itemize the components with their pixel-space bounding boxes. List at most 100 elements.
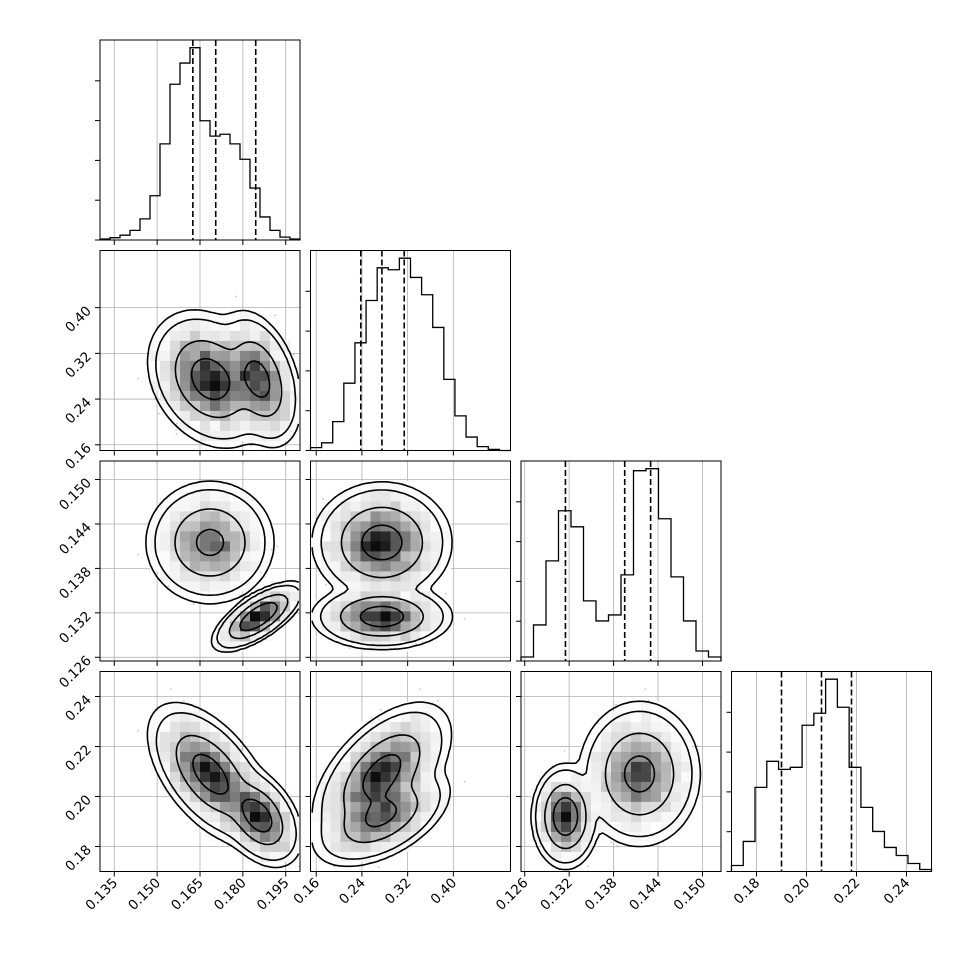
scatter-point xyxy=(175,422,178,425)
density-cell xyxy=(240,380,251,391)
density-cell xyxy=(250,410,261,421)
density-cell xyxy=(220,360,231,371)
density-cell xyxy=(250,310,261,321)
density-cell xyxy=(210,340,221,351)
density-cell xyxy=(170,380,181,391)
density-cell xyxy=(250,360,261,371)
density-cell xyxy=(230,320,241,331)
density-cell xyxy=(200,420,211,431)
density-cell xyxy=(210,390,221,401)
contour-line xyxy=(174,339,283,419)
density-cell xyxy=(270,350,281,361)
density-cell xyxy=(160,380,171,391)
density-cell xyxy=(260,320,271,331)
density-cell xyxy=(240,410,251,421)
density-cell xyxy=(210,400,221,411)
density-cell xyxy=(270,410,281,421)
density-cell xyxy=(170,330,181,341)
density-panel: 0.160.240.320.40 xyxy=(62,250,301,473)
density-cell xyxy=(210,420,221,431)
scatter-point xyxy=(260,571,263,574)
density-cell xyxy=(180,410,191,421)
density-cell xyxy=(160,390,171,401)
density-cell xyxy=(170,350,181,361)
density-cell xyxy=(150,340,161,351)
density-cell xyxy=(220,440,231,451)
y-tick-label: 0.24 xyxy=(62,395,95,428)
density-cell xyxy=(260,370,271,381)
density-cell xyxy=(220,350,231,361)
density-cell xyxy=(190,390,201,401)
density-cell xyxy=(180,380,191,391)
density-cell xyxy=(260,340,271,351)
density-cell xyxy=(250,380,261,391)
density-cell xyxy=(220,330,231,341)
histogram-step xyxy=(309,257,511,452)
density-cell xyxy=(180,420,191,431)
density-cell xyxy=(270,370,281,381)
density-cell xyxy=(170,410,181,421)
density-cell xyxy=(200,400,211,411)
density-cell xyxy=(280,410,291,421)
density-cell xyxy=(240,390,251,401)
density-cell xyxy=(180,370,191,381)
density-cell xyxy=(190,360,201,371)
density-cell xyxy=(230,350,241,361)
scatter-point xyxy=(137,377,139,380)
density-cell xyxy=(260,330,271,341)
density-cell xyxy=(230,370,241,381)
density-cell xyxy=(200,350,211,361)
density-cell xyxy=(210,430,221,441)
density-cell xyxy=(240,360,251,371)
y-tick-label: 0.40 xyxy=(62,303,95,336)
density-cell xyxy=(250,420,261,431)
density-cell xyxy=(230,400,241,411)
density-cell xyxy=(190,320,201,331)
density-cell xyxy=(250,340,261,351)
scatter-point xyxy=(290,430,292,433)
density-cell xyxy=(220,320,231,331)
density-cell xyxy=(200,360,211,371)
density-cell xyxy=(270,330,281,341)
density-cell xyxy=(230,310,241,321)
density-cell xyxy=(270,400,281,411)
density-cell xyxy=(280,340,291,351)
density-cell xyxy=(200,340,211,351)
density-cell xyxy=(280,360,291,371)
y-tick-label: 0.32 xyxy=(62,349,95,382)
density-cell xyxy=(240,340,251,351)
density-cell xyxy=(180,330,191,341)
density-cell xyxy=(240,330,251,341)
density-cell xyxy=(210,440,221,451)
density-cell xyxy=(260,380,271,391)
density-cell xyxy=(220,310,231,321)
density-cell xyxy=(230,410,241,421)
density-cell xyxy=(230,390,241,401)
density-cell xyxy=(250,370,261,381)
density-cell xyxy=(250,320,261,331)
density-cell xyxy=(270,340,281,351)
density-cell xyxy=(210,310,221,321)
density-cell xyxy=(190,310,201,321)
density-cell xyxy=(170,390,181,401)
density-cell xyxy=(150,350,161,361)
density-cell xyxy=(150,380,161,391)
density-cell xyxy=(240,310,251,321)
scatter-point xyxy=(167,585,170,587)
density-cell xyxy=(190,400,201,411)
density-cell xyxy=(290,410,300,421)
density-cell xyxy=(270,380,281,391)
density-cell xyxy=(290,370,300,381)
density-cell xyxy=(230,330,241,341)
density-cell xyxy=(260,440,271,451)
density-cell xyxy=(270,390,281,401)
density-cell xyxy=(280,400,291,411)
density-cell xyxy=(260,420,271,431)
contour-group xyxy=(146,309,300,449)
density-cell xyxy=(280,370,291,381)
scatter-point xyxy=(292,353,295,356)
density-cell xyxy=(150,370,161,381)
density-cell xyxy=(160,330,171,341)
density-cell xyxy=(190,430,201,441)
